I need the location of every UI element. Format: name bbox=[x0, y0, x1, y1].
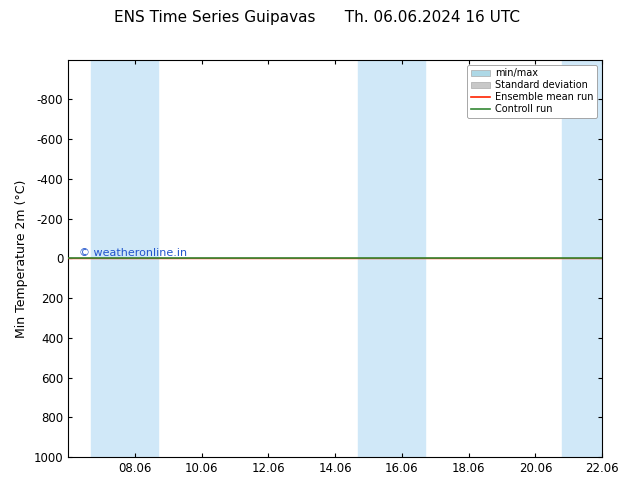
Legend: min/max, Standard deviation, Ensemble mean run, Controll run: min/max, Standard deviation, Ensemble me… bbox=[467, 65, 597, 118]
Text: © weatheronline.in: © weatheronline.in bbox=[79, 248, 187, 258]
Bar bbox=[358, 60, 425, 457]
Bar bbox=[562, 60, 602, 457]
Bar bbox=[91, 60, 158, 457]
Text: ENS Time Series Guipavas      Th. 06.06.2024 16 UTC: ENS Time Series Guipavas Th. 06.06.2024 … bbox=[114, 10, 520, 25]
Y-axis label: Min Temperature 2m (°C): Min Temperature 2m (°C) bbox=[15, 179, 28, 338]
